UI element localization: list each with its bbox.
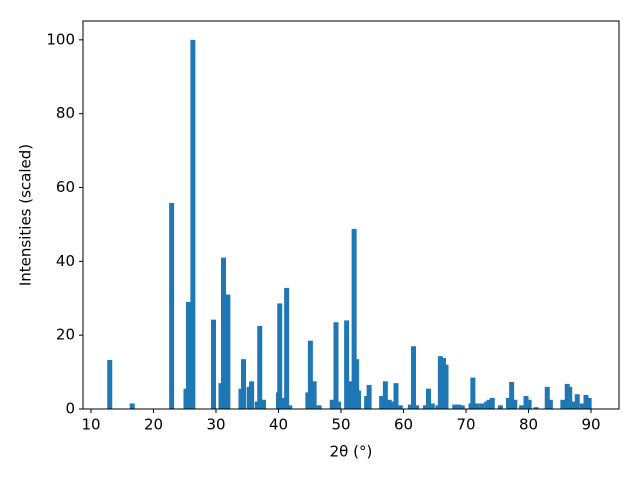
bar <box>459 405 465 409</box>
bar <box>386 399 392 409</box>
bar <box>169 203 175 409</box>
bar <box>512 399 518 409</box>
bar <box>241 359 246 409</box>
bar <box>452 404 458 409</box>
bar <box>544 386 550 409</box>
bar <box>523 396 529 409</box>
x-tick-label: 20 <box>144 416 163 434</box>
bar <box>486 399 492 409</box>
x-tick-label: 40 <box>269 416 288 434</box>
bar <box>533 407 539 409</box>
bar <box>281 397 286 409</box>
bar <box>526 399 532 409</box>
y-tick-label: 60 <box>56 178 75 196</box>
bar <box>586 397 592 409</box>
x-axis-label: 2θ (°) <box>330 443 373 461</box>
y-tick-label: 100 <box>46 30 75 48</box>
x-tick-label: 50 <box>331 416 350 434</box>
bar <box>354 359 360 409</box>
bar <box>437 356 443 409</box>
bar <box>567 386 573 409</box>
bar <box>347 381 353 409</box>
bar <box>426 388 431 409</box>
bar <box>411 346 416 409</box>
y-tick-label: 40 <box>56 252 75 270</box>
bar <box>474 403 480 409</box>
bar <box>497 405 503 409</box>
y-axis-label: Intensities (scaled) <box>17 144 35 286</box>
x-tick-label: 30 <box>206 416 225 434</box>
bar <box>390 401 396 409</box>
bar <box>225 294 231 409</box>
bar <box>307 340 313 409</box>
bar <box>316 405 322 409</box>
y-tick-label: 20 <box>56 326 75 344</box>
bar <box>366 385 372 409</box>
bar <box>129 403 135 409</box>
y-tick-label: 80 <box>56 104 75 122</box>
bar <box>257 325 263 409</box>
bar <box>397 405 403 409</box>
bar <box>382 381 388 409</box>
bar <box>261 399 266 409</box>
x-tick-label: 10 <box>81 416 100 434</box>
bar <box>443 364 449 409</box>
bar <box>583 394 589 409</box>
bar <box>429 403 435 409</box>
bar <box>333 322 339 409</box>
bar <box>470 377 476 409</box>
bar <box>506 397 511 409</box>
bar <box>414 405 420 409</box>
bar <box>221 257 226 409</box>
bar <box>351 228 357 409</box>
bar <box>344 320 350 409</box>
y-tick-label: 0 <box>65 400 75 418</box>
bar <box>190 39 196 409</box>
bar <box>284 287 290 409</box>
bar <box>249 381 255 409</box>
bar <box>356 390 361 409</box>
bar <box>379 396 385 409</box>
bar <box>422 405 428 409</box>
bar <box>509 382 515 409</box>
bar <box>574 394 580 409</box>
x-tick-label: 90 <box>581 416 600 434</box>
bar <box>186 301 191 409</box>
x-tick-label: 70 <box>456 416 475 434</box>
bar <box>456 404 461 409</box>
bar <box>479 403 485 409</box>
bar <box>560 399 566 409</box>
bar <box>211 319 216 409</box>
bar <box>579 403 585 409</box>
bar <box>407 404 413 409</box>
bar <box>329 399 335 409</box>
bar <box>277 303 283 409</box>
bar <box>489 397 495 409</box>
bar <box>519 405 525 409</box>
bar <box>393 383 399 409</box>
bar <box>547 399 553 409</box>
plot-frame <box>82 20 620 410</box>
bar <box>571 401 577 409</box>
x-tick-label: 60 <box>394 416 413 434</box>
bar <box>311 381 317 409</box>
x-tick-label: 80 <box>519 416 538 434</box>
bar <box>336 401 341 409</box>
bar <box>287 405 293 409</box>
bar <box>107 359 113 409</box>
